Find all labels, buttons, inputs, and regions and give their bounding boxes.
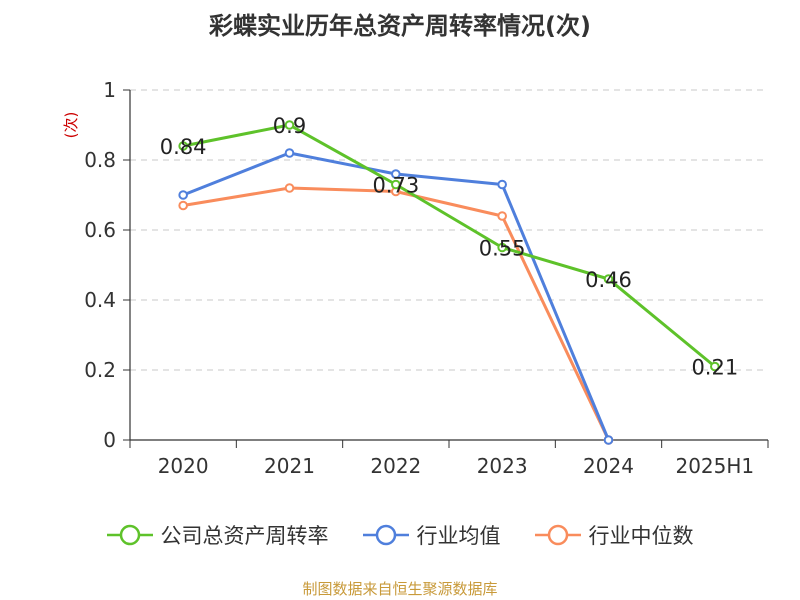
- source-note: 制图数据来自恒生聚源数据库: [302, 580, 498, 598]
- y-tick-label: 0.6: [84, 218, 116, 242]
- y-tick-label: 1: [103, 78, 116, 102]
- data-point[interactable]: [178, 200, 188, 211]
- legend-swatch-industry-mean: [362, 524, 409, 546]
- series-line-2: [182, 186, 610, 441]
- x-tick-label: 2022: [370, 454, 421, 478]
- y-tick-label: 0.4: [84, 288, 116, 312]
- data-label: 0.46: [585, 268, 632, 292]
- legend-label-industry-mean: 行业均值: [416, 524, 501, 548]
- data-label: 0.84: [160, 135, 207, 159]
- y-tick-label: 0: [103, 428, 116, 452]
- legend-swatch-company: [106, 524, 153, 546]
- x-tick-label: 2020: [158, 454, 209, 478]
- data-label: 0.9: [273, 114, 306, 138]
- data-point[interactable]: [497, 242, 507, 253]
- legend-label-industry-median: 行业中位数: [588, 524, 694, 548]
- series-line-0: [182, 123, 716, 368]
- x-tick-label: 2023: [477, 454, 528, 478]
- legend-label-company: 公司总资产周转率: [160, 524, 329, 548]
- data-point[interactable]: [710, 361, 720, 372]
- x-tick-label: 2021: [264, 454, 315, 478]
- y-tick-label: 0.2: [84, 358, 116, 382]
- data-point[interactable]: [603, 435, 614, 445]
- data-point[interactable]: [497, 179, 507, 190]
- legend-swatch-industry-median: [534, 524, 581, 546]
- chart-legend: 公司总资产周转率 行业均值 行业中位数: [0, 520, 800, 550]
- data-label: 0.55: [479, 237, 526, 261]
- legend-item-industry-median[interactable]: 行业中位数: [534, 520, 694, 550]
- data-point[interactable]: [178, 190, 188, 200]
- data-label: 0.21: [691, 356, 738, 380]
- y-axis-label: (次): [62, 112, 80, 139]
- data-label: 0.73: [372, 174, 419, 198]
- data-point[interactable]: [284, 120, 295, 130]
- x-tick-label: 2024: [583, 454, 634, 478]
- data-point[interactable]: [391, 179, 401, 190]
- legend-item-company[interactable]: 公司总资产周转率: [106, 520, 329, 550]
- data-point[interactable]: [284, 183, 295, 193]
- y-tick-label: 0.8: [84, 148, 116, 172]
- legend-item-industry-mean[interactable]: 行业均值: [362, 520, 501, 550]
- data-point[interactable]: [603, 274, 614, 284]
- chart-title: 彩蝶实业历年总资产周转率情况(次): [209, 12, 591, 40]
- data-point[interactable]: [284, 148, 295, 158]
- x-tick-label: 2025H1: [675, 454, 754, 478]
- data-point[interactable]: [178, 141, 188, 151]
- data-point[interactable]: [497, 211, 507, 221]
- data-point[interactable]: [391, 169, 401, 179]
